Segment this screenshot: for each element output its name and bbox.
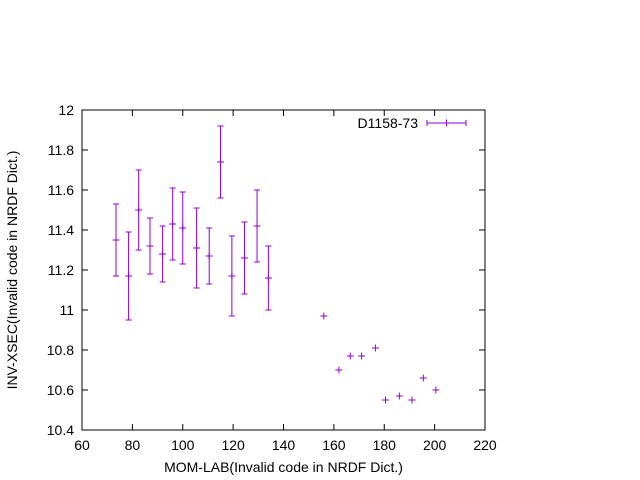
legend-entry-sample [426, 119, 467, 127]
data-point [179, 191, 187, 265]
y-axis-label: INV-XSEC(Invalid code in NRDF Dict.) [4, 151, 20, 390]
data-point [217, 125, 225, 199]
data-point [432, 386, 440, 394]
x-tick-label: 140 [272, 437, 296, 453]
x-tick-label: 60 [74, 437, 90, 453]
data-point [169, 187, 177, 261]
y-tick-label: 10.8 [47, 342, 74, 358]
x-tick-label: 160 [322, 437, 346, 453]
x-tick-label: 220 [473, 437, 497, 453]
data-point [382, 396, 390, 404]
data-point [371, 344, 379, 352]
x-axis-label: MOM-LAB(Invalid code in NRDF Dict.) [164, 459, 403, 475]
plot-frame [81, 109, 486, 431]
data-point [135, 169, 143, 251]
data-point [395, 392, 403, 400]
data-point [320, 312, 328, 320]
x-tick-label: 180 [373, 437, 397, 453]
data-point [205, 227, 213, 285]
data-point [358, 352, 366, 360]
y-tick-label: 11.8 [48, 142, 74, 158]
y-tick-label: 10.4 [47, 422, 74, 438]
x-tick-label: 120 [221, 437, 245, 453]
axis-tick-labels: 60 80 100 120 140 160 180 200 220 10.4 10.6 10.8 11 1… [47, 102, 497, 453]
legend: D1158-73 [358, 115, 467, 131]
y-tick-label: 11.4 [48, 222, 74, 238]
y-tick-label: 12 [58, 102, 74, 118]
x-tick-label: 80 [125, 437, 141, 453]
data-point [264, 245, 272, 311]
data-point [159, 225, 167, 283]
y-tick-label: 11.6 [48, 182, 74, 198]
data-points [112, 125, 440, 404]
data-point [419, 374, 427, 382]
data-point [193, 207, 201, 289]
data-point [228, 235, 236, 317]
legend-entry-label: D1158-73 [358, 115, 419, 131]
data-point [408, 396, 416, 404]
data-point [346, 352, 354, 360]
y-tick-label: 11.2 [48, 262, 74, 278]
x-tick-label: 200 [423, 437, 447, 453]
data-point [125, 231, 133, 321]
data-point [112, 203, 120, 277]
y-tick-label: 11 [59, 302, 74, 318]
data-point [240, 221, 248, 295]
data-point [146, 217, 154, 275]
data-point [253, 189, 261, 263]
data-point [335, 366, 343, 374]
y-tick-label: 10.6 [47, 382, 74, 398]
x-tick-label: 100 [171, 437, 195, 453]
